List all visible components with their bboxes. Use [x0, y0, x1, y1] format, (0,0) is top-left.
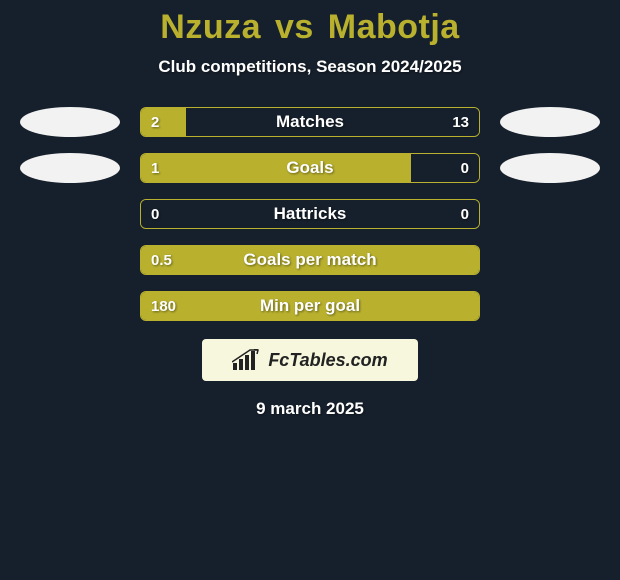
vs-text: vs	[275, 8, 314, 46]
subtitle: Club competitions, Season 2024/2025	[0, 57, 620, 77]
stat-row: Hattricks00	[0, 199, 620, 229]
player1-avatar	[20, 153, 120, 183]
avatar-spacer	[20, 199, 120, 229]
page-title: Nzuza vs Mabotja	[0, 0, 620, 47]
player2-name: Mabotja	[328, 8, 460, 46]
stat-bar: Hattricks00	[140, 199, 480, 229]
avatar-spacer	[20, 291, 120, 321]
date-text: 9 march 2025	[0, 399, 620, 419]
stat-bar: Min per goal180	[140, 291, 480, 321]
avatar-spacer	[20, 245, 120, 275]
stat-seg-right	[411, 154, 479, 182]
stat-seg-left	[141, 246, 479, 274]
stat-row: Goals10	[0, 153, 620, 183]
player1-avatar	[20, 107, 120, 137]
stat-seg-left	[141, 154, 411, 182]
player2-avatar	[500, 107, 600, 137]
player1-name: Nzuza	[160, 8, 261, 46]
stat-row: Goals per match0.5	[0, 245, 620, 275]
stat-seg-right	[186, 108, 479, 136]
stat-seg-left	[141, 108, 186, 136]
stat-seg-right	[141, 200, 479, 228]
stat-bar: Goals10	[140, 153, 480, 183]
brand-text: FcTables.com	[268, 350, 387, 371]
avatar-spacer	[500, 245, 600, 275]
player2-avatar	[500, 153, 600, 183]
stat-row: Matches213	[0, 107, 620, 137]
stat-bar: Matches213	[140, 107, 480, 137]
brand-badge[interactable]: FcTables.com	[202, 339, 418, 381]
stat-row: Min per goal180	[0, 291, 620, 321]
stat-seg-left	[141, 292, 479, 320]
avatar-spacer	[500, 199, 600, 229]
brand-chart-icon	[232, 349, 260, 371]
stat-bars: Matches213 Goals10 Hattricks00 Goals per ma…	[0, 107, 620, 321]
avatar-spacer	[500, 291, 600, 321]
stat-bar: Goals per match0.5	[140, 245, 480, 275]
infographic-container: Nzuza vs Mabotja Club competitions, Seas…	[0, 0, 620, 580]
